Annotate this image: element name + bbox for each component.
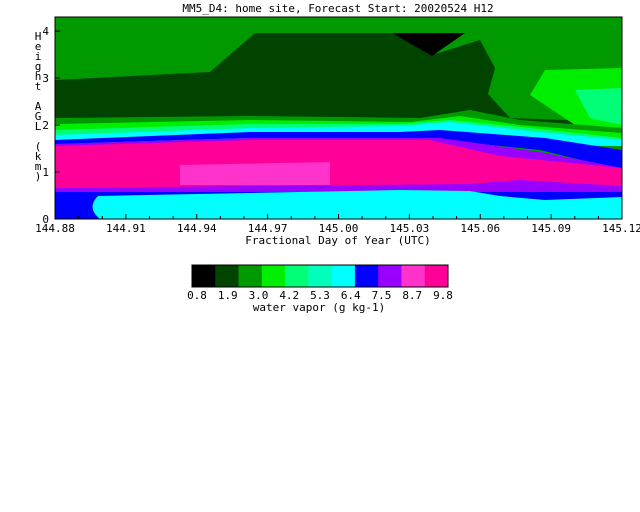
x-tick-label: 145.12: [602, 222, 640, 235]
colorbar-tick-label: 5.3: [310, 289, 330, 302]
colorbar-tick-label: 3.0: [249, 289, 269, 302]
colorbar-swatch: [261, 265, 286, 287]
contour-band-cyan-surface: [92, 190, 622, 219]
colorbar-swatch: [238, 265, 263, 287]
colorbar-swatch: [285, 265, 309, 287]
colorbar: 0.8 1.9 3.0 4.2 5.3 6.4 7.5 8.7 9.8: [187, 264, 453, 302]
x-axis: 144.88 144.91 144.94 144.97 145.00 145.03 145.…: [35, 214, 640, 235]
y-axis-label-char: A: [35, 100, 42, 113]
colorbar-swatch: [215, 265, 240, 287]
y-axis-label-char: h: [35, 70, 42, 83]
y-tick-label: 3: [42, 72, 49, 85]
y-axis-label-char: m: [35, 160, 42, 173]
x-axis-label: Fractional Day of Year (UTC): [245, 234, 430, 247]
y-tick-label: 2: [42, 119, 49, 132]
x-tick-label: 144.97: [248, 222, 288, 235]
y-axis-label-char: e: [35, 40, 42, 53]
chart-title: MM5_D4: home site, Forecast Start: 20020…: [182, 2, 493, 15]
y-axis-label-char: H: [35, 30, 42, 43]
contour-band-dark-green: [55, 33, 622, 125]
colorbar-tick-label: 0.8: [187, 289, 207, 302]
colorbar-label: water vapor (g kg-1): [253, 301, 385, 314]
colorbar-tick-label: 1.9: [218, 289, 238, 302]
colorbar-swatch: [378, 265, 402, 287]
colorbar-swatch: [401, 265, 426, 287]
y-tick-label: 0: [42, 213, 49, 226]
y-axis: 0 1 2 3 4: [42, 25, 60, 226]
colorbar-tick-label: 7.5: [372, 289, 392, 302]
x-tick-label: 144.88: [35, 222, 75, 235]
x-tick-label: 145.06: [460, 222, 500, 235]
contour-band-black: [392, 33, 465, 56]
contour-band-blue: [55, 130, 622, 170]
colorbar-tick-label: 4.2: [279, 289, 299, 302]
colorbar-frame: [191, 264, 449, 288]
y-axis-label-char: t: [35, 80, 42, 93]
y-axis-label-char: g: [35, 60, 42, 73]
plot-area: [54, 16, 623, 220]
y-axis-label-char: G: [35, 110, 42, 123]
colorbar-tick-label: 6.4: [341, 289, 361, 302]
x-tick-label: 145.00: [319, 222, 359, 235]
y-axis-label-char: ): [35, 170, 42, 183]
x-tick-label: 144.91: [106, 222, 146, 235]
x-tick-label: 144.94: [177, 222, 217, 235]
colorbar-swatch: [424, 265, 449, 287]
y-axis-label-char: i: [35, 50, 42, 63]
y-axis-label-char: (: [35, 140, 42, 153]
colorbar-swatch: [192, 265, 216, 287]
y-axis-label-char: L: [35, 120, 42, 133]
x-tick-label: 145.09: [531, 222, 571, 235]
y-tick-label: 1: [42, 166, 49, 179]
colorbar-tick-label: 8.7: [402, 289, 422, 302]
colorbar-swatch: [331, 265, 356, 287]
x-tick-label: 145.03: [390, 222, 430, 235]
colorbar-tick-label: 9.8: [433, 289, 453, 302]
contour-band-pink: [180, 162, 330, 185]
y-axis-label-char: k: [35, 150, 42, 163]
contour-band-light-green: [575, 88, 622, 125]
colorbar-swatch: [354, 265, 379, 287]
y-tick-label: 4: [42, 25, 49, 38]
colorbar-swatch: [308, 265, 333, 287]
